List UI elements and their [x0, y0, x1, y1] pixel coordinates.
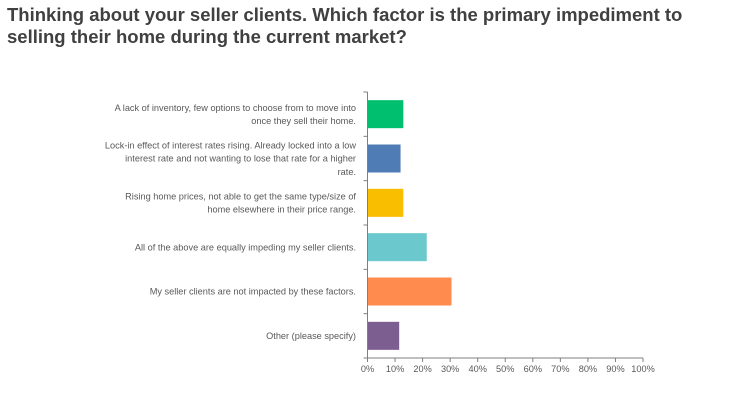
x-tick-label: 30% — [441, 364, 459, 374]
category-label-2: Lock-in effect of interest rates rising.… — [105, 141, 356, 177]
category-label-line: All of the above are equally impeding my… — [135, 242, 356, 252]
category-label-line: A lack of inventory, few options to choo… — [115, 103, 356, 113]
category-label-line: interest rate and not wanting to lose th… — [125, 154, 356, 164]
bar-2 — [367, 144, 401, 173]
bar-5 — [367, 277, 452, 306]
x-tick-label: 40% — [469, 364, 487, 374]
category-label-line: Rising home prices, not able to get the … — [125, 191, 356, 201]
category-label-3: Rising home prices, not able to get the … — [125, 191, 356, 214]
bars-layer — [367, 100, 452, 350]
x-tick-label: 0% — [361, 364, 374, 374]
bar-1 — [367, 100, 404, 129]
category-label-4: All of the above are equally impeding my… — [135, 242, 356, 252]
x-tick-label: 70% — [551, 364, 569, 374]
x-tick-label: 10% — [386, 364, 404, 374]
category-label-line: once they sell their home. — [251, 116, 356, 126]
x-tick-label: 90% — [606, 364, 624, 374]
category-label-line: Other (please specify) — [266, 331, 356, 341]
axes: 0% 10% 20% 30% 40% 50% 60% 70% 80% 90% 100% — [361, 91, 655, 374]
bar-3 — [367, 188, 404, 217]
x-tick-label: 60% — [524, 364, 542, 374]
category-label-1: A lack of inventory, few options to choo… — [115, 103, 356, 126]
chart-title: Thinking about your seller clients. Whic… — [7, 4, 683, 47]
bar-4 — [367, 233, 427, 262]
category-label-6: Other (please specify) — [266, 331, 356, 341]
x-tick-label: 50% — [496, 364, 514, 374]
bar-6 — [367, 321, 400, 350]
x-tick-label: 20% — [413, 364, 431, 374]
category-labels: A lack of inventory, few options to choo… — [105, 103, 357, 341]
category-label-line: rate. — [338, 167, 356, 177]
category-label-line: home elsewhere in their price range. — [207, 205, 356, 215]
category-label-line: Lock-in effect of interest rates rising.… — [105, 141, 356, 151]
category-label-5: My seller clients are not impacted by th… — [150, 287, 356, 297]
category-label-line: My seller clients are not impacted by th… — [150, 287, 356, 297]
x-tick-label: 80% — [579, 364, 597, 374]
x-tick-label: 100% — [631, 364, 655, 374]
